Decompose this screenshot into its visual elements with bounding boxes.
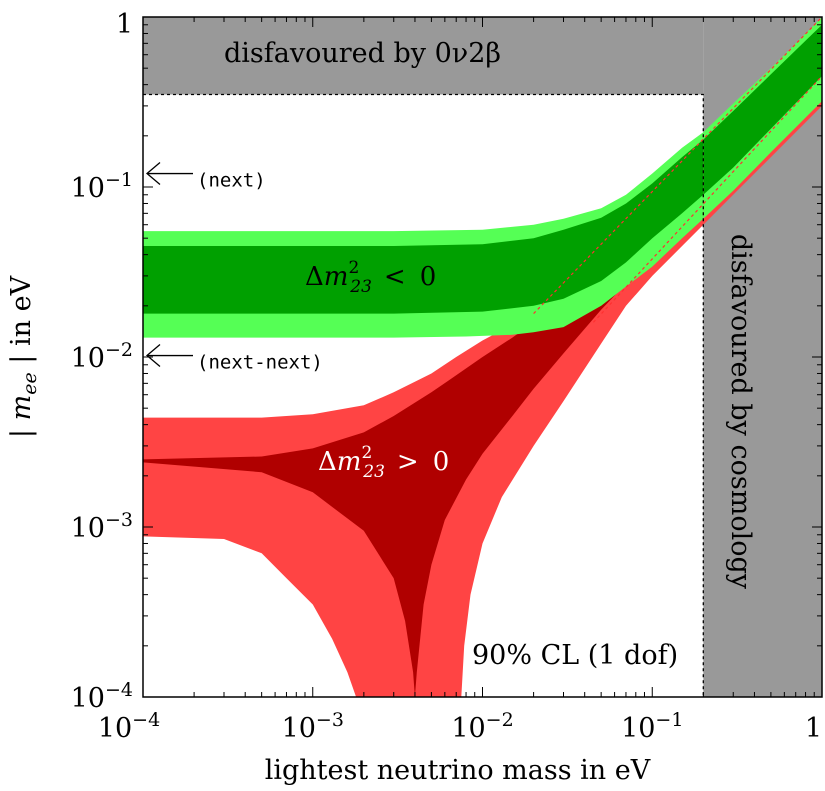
- overlay: [143, 16, 823, 697]
- red-dashed-line-0: [533, 16, 823, 315]
- arrow-next-next: (next-next): [145, 344, 323, 374]
- x-tick-label: 10−1: [621, 709, 683, 744]
- arrow-label: (next-next): [197, 352, 323, 374]
- x-tick-label: 10−4: [98, 709, 160, 744]
- y-tick-label: 10−2: [71, 339, 133, 374]
- bands-over-cosmology: [703, 17, 822, 225]
- plot-area: [143, 17, 822, 697]
- region-0nu2beta: [143, 17, 704, 95]
- band-label-inverted: Δm2 23 <0: [305, 258, 436, 297]
- y-axis-label: | mee | in eV: [6, 275, 41, 438]
- band-inverted-dark: [143, 24, 822, 314]
- y-tick-label: 10−1: [71, 169, 133, 204]
- x-tick-label: 1: [805, 713, 822, 744]
- cut-line: [143, 93, 704, 697]
- arrow-label: (next): [197, 170, 266, 192]
- band-label-normal: Δm2 23 >0: [318, 443, 449, 482]
- x-axis-label: lightest neutrino mass in eV: [265, 755, 651, 786]
- band-normal-dark: [143, 213, 653, 697]
- y-tick-label: 1: [116, 9, 133, 40]
- arrow-head-icon: [145, 162, 161, 186]
- label-cosmology: disfavoured by cosmology: [725, 234, 756, 590]
- arrow-next: (next): [145, 162, 266, 192]
- label-0nu2beta: disfavoured by 0ν2β: [224, 38, 501, 69]
- label-cl: 90% CL (1 dof): [472, 640, 678, 671]
- x-tick-label: 10−3: [282, 709, 344, 744]
- arrow-head-icon: [145, 344, 161, 368]
- y-tick-label: 10−4: [71, 679, 133, 714]
- band-inverted-dark-over: [703, 24, 822, 195]
- red-dashed-line-1: [592, 75, 823, 323]
- y-tick-label: 10−3: [71, 509, 133, 544]
- x-tick-label: 10−2: [451, 709, 513, 744]
- axis-ticks: [142, 17, 822, 698]
- labels: 10−4 10−3 10−2 10−1 1 10−4 10−3 10−2 10−1 1 lighte…: [6, 9, 822, 786]
